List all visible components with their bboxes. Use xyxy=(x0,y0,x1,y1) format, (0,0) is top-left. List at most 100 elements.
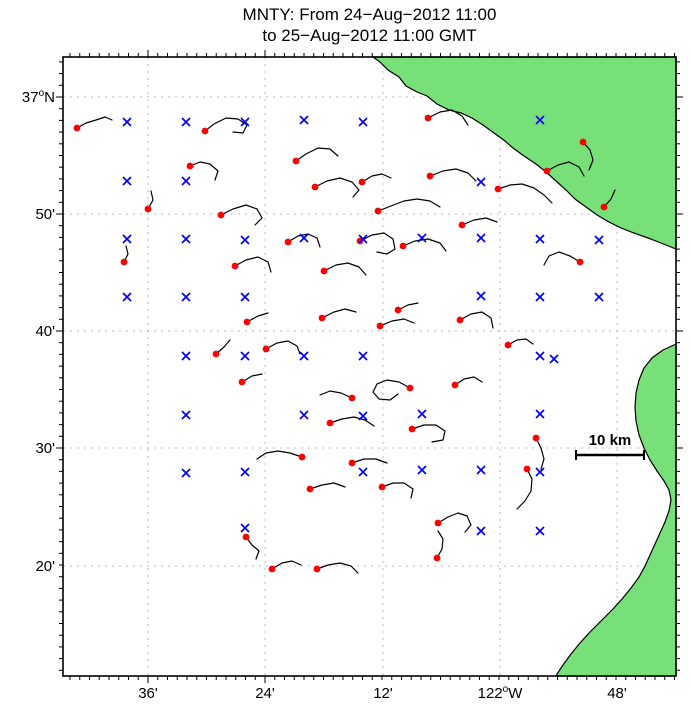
trajectory-line xyxy=(329,416,375,427)
drifter-dot xyxy=(73,124,81,132)
trajectory-line xyxy=(381,482,414,499)
drifter-dot xyxy=(532,434,540,442)
x-tick-label: 122oW xyxy=(478,684,524,702)
trajectory-line xyxy=(271,560,302,570)
title-line-1: MNTY: From 24−Aug−2012 11:00 xyxy=(242,5,497,24)
drifter-dot xyxy=(458,221,466,229)
drifter-dot xyxy=(238,378,246,386)
grid-x-marker xyxy=(299,233,309,243)
drifter-dot xyxy=(426,172,434,180)
grid-x-marker xyxy=(549,354,559,364)
trajectory-line xyxy=(309,482,346,490)
grid-x-marker xyxy=(417,465,427,475)
grid-x-marker xyxy=(181,468,191,478)
grid-x-marker xyxy=(594,292,604,302)
grid-x-marker xyxy=(122,117,132,127)
grid-x-marker xyxy=(476,465,486,475)
grid-x-marker xyxy=(476,526,486,536)
drifter-dot xyxy=(306,485,314,493)
y-tick-label: 20' xyxy=(35,558,55,575)
drifter-dot xyxy=(358,178,366,186)
drifter-dot xyxy=(201,127,209,135)
trajectory-line xyxy=(314,177,360,198)
grid-x-marker xyxy=(181,176,191,186)
grid-x-marker xyxy=(122,234,132,244)
grid-x-marker xyxy=(535,351,545,361)
trajectory-line xyxy=(245,536,260,560)
drifter-dot xyxy=(348,459,356,467)
grid-x-marker xyxy=(181,117,191,127)
trajectory-line xyxy=(265,340,301,355)
trajectory-line xyxy=(316,562,359,574)
grid-x-marker xyxy=(240,292,250,302)
drifter-dot xyxy=(399,242,407,250)
trajectory-line xyxy=(319,390,353,399)
drifter-dot xyxy=(311,183,319,191)
trajectory-line xyxy=(76,116,113,129)
trajectory-line xyxy=(497,183,553,204)
drifter-dot xyxy=(543,167,551,175)
trajectory-line xyxy=(411,424,446,443)
grid-x-marker xyxy=(358,117,368,127)
grid-x-marker xyxy=(181,292,191,302)
grid-x-marker xyxy=(358,234,368,244)
grid-x-marker xyxy=(122,176,132,186)
grid-x-marker xyxy=(535,467,545,477)
drifter-dot xyxy=(424,114,432,122)
drifter-dot xyxy=(320,267,328,275)
drifter-dot xyxy=(318,314,326,322)
grid-x-marker xyxy=(535,234,545,244)
drifter-dot xyxy=(579,138,587,146)
trajectory-line xyxy=(543,251,581,266)
grid-x-marker xyxy=(240,467,250,477)
drifter-dot xyxy=(600,203,608,211)
trajectory-line xyxy=(429,168,477,182)
trajectory-line xyxy=(359,232,396,255)
drifter-dot xyxy=(406,384,414,392)
trajectory-line xyxy=(507,338,534,346)
trajectory-line xyxy=(397,302,419,311)
grid-x-marker xyxy=(476,291,486,301)
trajectory-line xyxy=(454,376,483,386)
grid-x-marker xyxy=(476,233,486,243)
drifter-dot xyxy=(242,533,250,541)
grid-x-marker xyxy=(417,409,427,419)
grid-x-marker xyxy=(476,177,486,187)
trajectory-line xyxy=(372,379,411,401)
y-tick-label: 50' xyxy=(35,206,55,223)
scale-bar-label: 10 km xyxy=(589,432,632,449)
drifter-dot xyxy=(523,465,531,473)
drifter-dot xyxy=(217,211,225,219)
trajectory-line xyxy=(377,198,441,212)
drifter-dot xyxy=(313,565,321,573)
trajectory-line xyxy=(241,373,263,383)
trajectory-line xyxy=(459,311,494,329)
drifter-dot xyxy=(408,425,416,433)
land-polygon xyxy=(371,56,677,250)
trajectory-line xyxy=(437,512,472,533)
drifter-dot xyxy=(231,262,239,270)
trajectory-line xyxy=(461,217,498,226)
grid-x-marker xyxy=(535,409,545,419)
grid-x-marker xyxy=(122,292,132,302)
trajectory-line xyxy=(204,117,248,134)
drifter-dot xyxy=(144,205,152,213)
x-tick-label: 24' xyxy=(255,685,275,702)
drifter-dot xyxy=(326,419,334,427)
grid-x-marker xyxy=(358,411,368,421)
y-tick-label: 30' xyxy=(35,440,55,457)
grid-x-marker xyxy=(299,410,309,420)
x-tick-label: 36' xyxy=(138,685,158,702)
drifter-dot xyxy=(433,554,441,562)
drifter-dot xyxy=(243,318,251,326)
drifter-dot xyxy=(376,322,384,330)
trajectory-line xyxy=(379,318,415,327)
trajectory-line xyxy=(427,109,469,126)
trajectory-line xyxy=(351,458,388,464)
grid-x-marker xyxy=(181,234,191,244)
drifter-dot xyxy=(456,316,464,324)
grid-x-marker xyxy=(240,117,250,127)
drifter-dot xyxy=(186,162,194,170)
drifter-dot xyxy=(434,519,442,527)
trajectory-line xyxy=(295,147,339,162)
